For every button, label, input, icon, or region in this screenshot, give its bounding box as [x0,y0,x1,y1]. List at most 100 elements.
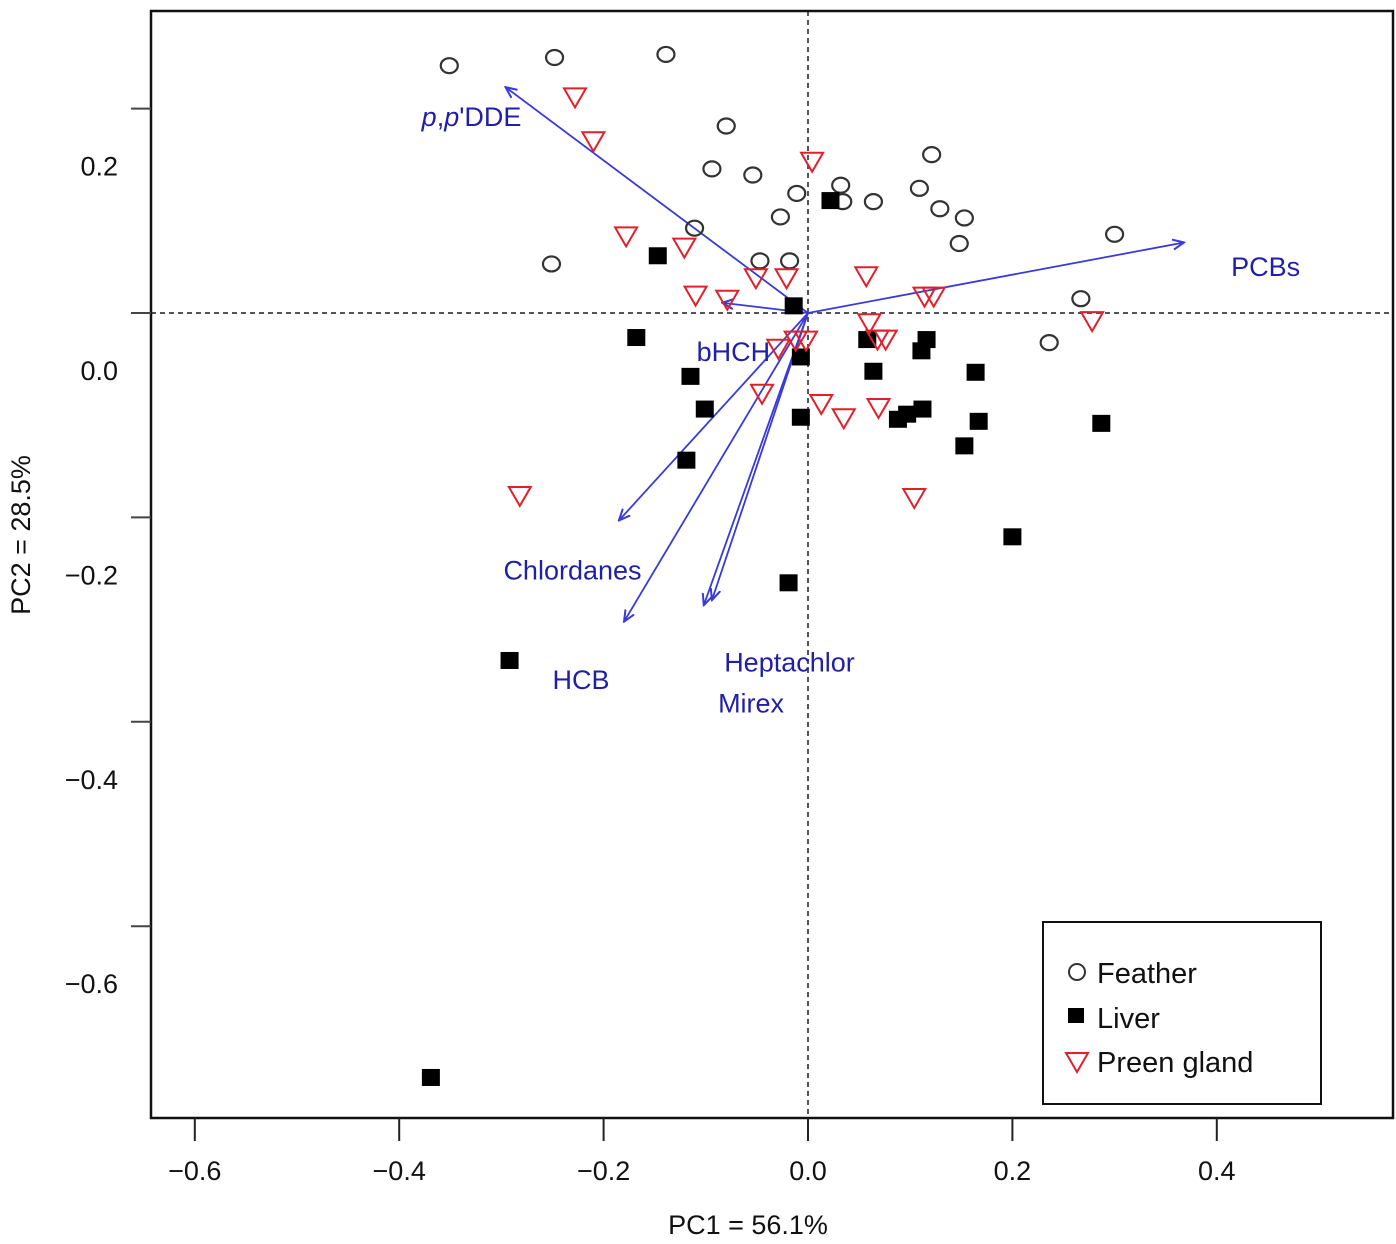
point-liver [791,408,810,426]
point-feather [1039,334,1059,352]
point-liver [966,363,985,381]
point-preen-gland [920,286,947,309]
x-tick-label: −0.2 [577,1156,630,1186]
point-liver [791,348,810,366]
point-liver [821,192,840,210]
loading-arrow-p-p-dde [505,87,809,314]
plot-frame [149,9,1395,1120]
point-liver [681,367,700,385]
x-tick-label: −0.4 [373,1156,426,1186]
point-feather [949,234,969,253]
point-feather [770,208,791,226]
point-feather [439,57,459,75]
point-preen-gland [765,338,792,361]
point-preen-gland [671,237,698,260]
point-preen-gland [901,487,928,510]
point-liver [912,342,931,360]
point-preen-gland [808,393,835,416]
point-feather [831,176,851,194]
x-tick-label: −0.6 [168,1156,221,1186]
point-feather [716,117,736,135]
point-liver [648,247,667,265]
point-preen-gland [856,313,883,336]
point-preen-gland [749,383,775,406]
point-feather [702,160,722,178]
point-feather [544,48,565,67]
point-preen-gland [507,485,533,508]
point-preen-gland [799,151,825,174]
y-tick-label: −0.4 [65,765,118,795]
point-liver [695,400,714,418]
legend-feather-label: Feather [1097,958,1197,990]
x-axis: −0.6 −0.4 −0.2 0.0 0.2 0.4 [168,1118,1236,1186]
loading-arrow-hcb [624,312,809,622]
point-liver [1003,528,1022,546]
reference-lines [151,11,1393,1118]
data-points [421,45,1125,1086]
loading-label-chlordanes: Chlordanes [503,556,641,586]
loading-label-mirex: Mirex [718,689,784,719]
point-feather [922,145,942,164]
point-preen-gland [613,226,639,249]
point-preen-gland [743,268,769,291]
point-liver [779,574,798,592]
point-preen-gland [580,131,607,154]
y-tick-label: 0.0 [80,356,118,386]
y-axis: 0.2 0.0 −0.2 −0.4 −0.6 [65,107,151,999]
point-feather [1104,225,1125,243]
y-axis-title: PC2 = 28.5% [6,455,36,615]
point-preen-gland [865,398,892,421]
point-liver [421,1068,440,1086]
loading-label-bhch: bHCH [697,337,771,367]
point-liver [864,362,883,380]
point-liver [858,331,877,349]
loading-label-pcbs: PCBs [1231,252,1300,282]
point-feather [684,219,705,237]
point-feather [909,179,929,197]
point-liver [969,412,988,430]
point-liver [898,405,917,423]
legend-box [1042,921,1322,1105]
point-feather [541,255,562,273]
point-preen-gland [872,329,899,352]
legend-preen-gland-label: Preen gland [1097,1047,1253,1079]
point-liver [500,651,519,669]
point-feather [863,193,884,211]
point-preen-gland [773,268,800,291]
legend-feather-marker [1068,963,1086,981]
x-tick-label: 0.2 [994,1156,1032,1186]
loading-label-p-p-dde: p,p'DDE [421,102,522,132]
point-liver [913,400,932,418]
y-tick-label: 0.2 [80,152,118,182]
loading-label-hcb: HCB [553,665,610,695]
y-tick-label: −0.6 [65,969,118,999]
point-liver [677,451,696,469]
legend-liver-label: Liver [1097,1003,1160,1035]
point-feather [930,200,950,218]
loading-labels: p,p'DDE PCBs bHCH Chlordanes HCB Heptachlor Mi… [421,102,1300,719]
point-preen-gland [1079,311,1105,334]
point-feather [656,45,676,64]
point-liver [784,297,803,315]
point-liver [1092,414,1111,432]
point-feather [787,184,807,203]
point-liver [955,437,974,455]
point-feather [1071,290,1091,308]
point-preen-gland [831,408,857,431]
point-preen-gland [714,289,740,312]
loading-arrow-pcbs [807,242,1184,314]
y-tick-label: −0.2 [65,560,118,590]
point-preen-gland [793,330,819,353]
x-axis-title: PC1 = 56.1% [668,1210,828,1240]
loading-label-heptachlor: Heptachlor [724,648,855,678]
point-liver [627,329,646,347]
point-feather [743,166,763,184]
legend: Feather Liver Preen gland [1042,921,1322,1105]
legend-preen-gland-marker [1064,1052,1090,1074]
loading-arrow-heptachlor [704,312,809,605]
point-preen-gland [562,87,588,110]
x-tick-label: 0.4 [1198,1156,1236,1186]
point-preen-gland [682,285,709,308]
point-preen-gland [853,266,879,289]
